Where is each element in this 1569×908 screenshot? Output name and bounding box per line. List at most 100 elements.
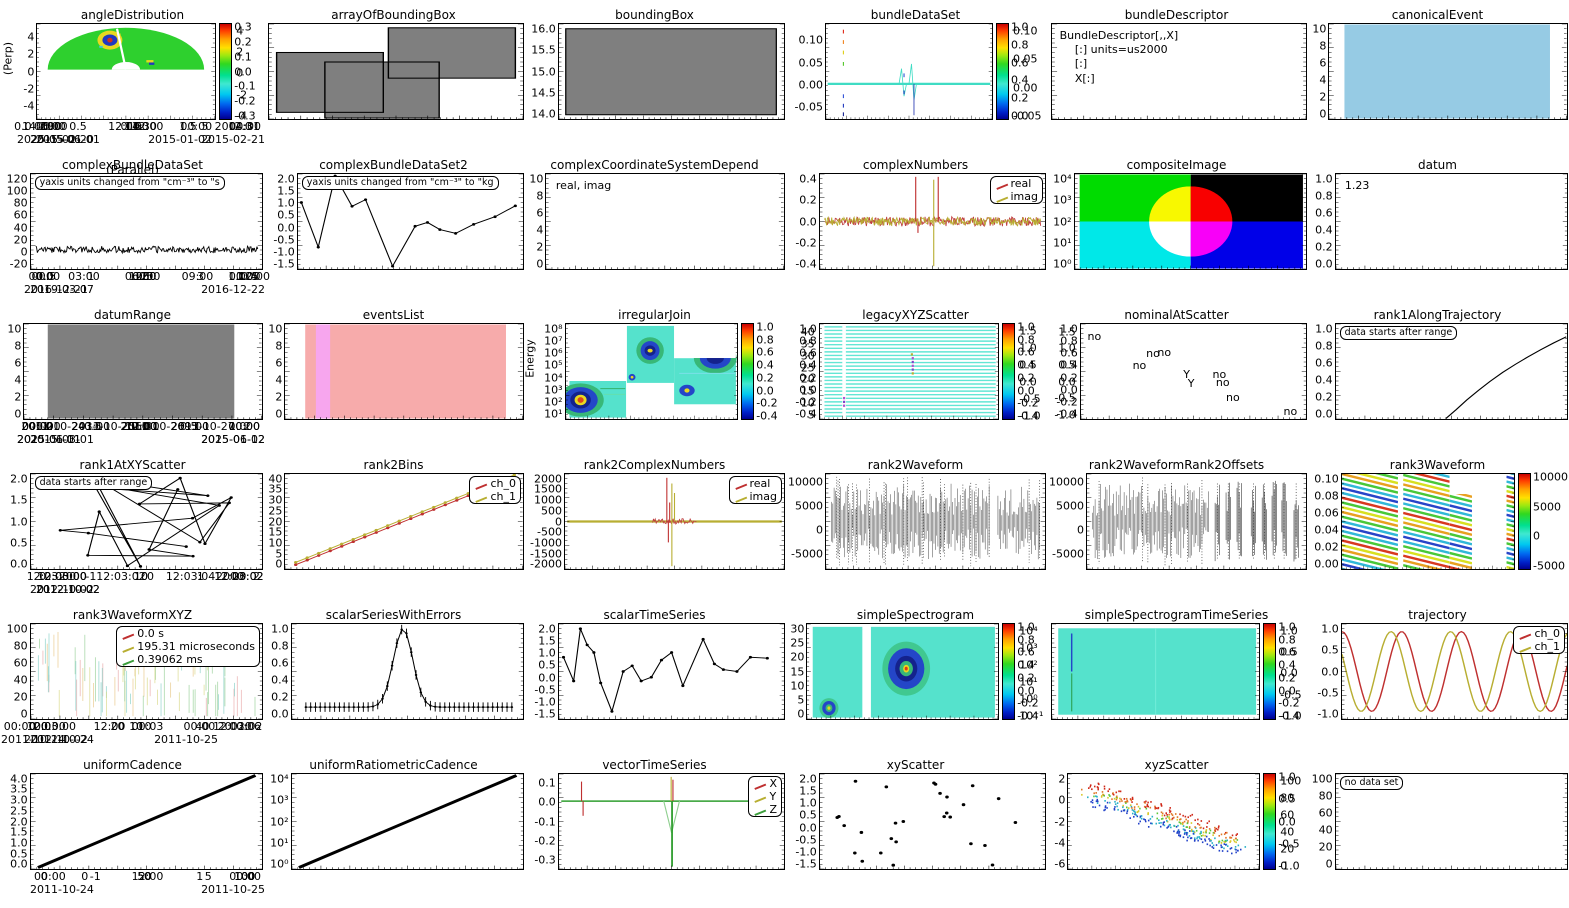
panel-title: xyScatter: [886, 758, 945, 772]
plot-row: 10000 5000 0 -5000: [1046, 473, 1307, 570]
colorbar-tick-label: 1.0: [756, 320, 774, 334]
panel-angleDistribution: angleDistribution (Perp) 4 2 0 -2 -4 0.3 0.2 0.1 0…: [2, 8, 263, 158]
colorbar-tick-label-overlap: 0: [236, 67, 244, 81]
x-tick-label: 09:00: [181, 270, 214, 283]
colorbar-tick-label: 1.0: [1278, 770, 1296, 784]
colorbar-tick-label: -0.4: [756, 409, 778, 423]
uniformRatiometricCadence-plot-canvas: [291, 774, 523, 869]
y-axis-ticks: 0.4 0.2 0.0 -0.2 -0.4: [785, 172, 819, 270]
y-tick-label: 2: [1319, 90, 1327, 104]
legend-label: real: [1010, 177, 1032, 190]
colorbar-tick-label: 0.6: [1278, 645, 1296, 659]
x-tick-label: 1.5: [179, 120, 197, 133]
panel-legacyXYZScatter: legacyXYZScatter 1.0 0.8 0.6 0.4 0.2 0.0 -0.2 -0…: [29, 308, 1046, 458]
colorbar-tick-label: 0.4: [1017, 658, 1035, 672]
y-tick-label: -1.0: [273, 245, 295, 259]
panel-bundleDescriptor: bundleDescriptor BundleDescriptor[,,X] [:]…: [14, 8, 1307, 158]
x-tick-label: 2000: [216, 570, 245, 583]
x-tick-label: -5: [37, 120, 49, 133]
y-tick-label: 0: [816, 523, 823, 537]
x-axis-ticks: 0 1 2 3 4: [28, 270, 261, 283]
y-tick-label: 60: [13, 208, 28, 222]
colorbar-tick-label: 0.0: [1017, 384, 1035, 398]
y-tick-label: 80: [13, 639, 28, 653]
x-tick-label: 0: [40, 870, 48, 883]
y-tick-label: 10⁵: [544, 358, 563, 372]
legend-label: Y: [769, 790, 777, 803]
plot-row: 1.0 0.8 0.6 0.4 0.2 0.0 -0.2 -0.4 40 35 30 25 20 15 10…: [785, 320, 1046, 422]
colorbar-ticks: 0.3 0.2 0.1 0.0 -0.1 -0.2 -0.3 4 2 0 -2 -4: [232, 20, 263, 122]
date-label-left: 2016-12-21: [24, 283, 88, 296]
canonicalEvent-plot-area: [1328, 23, 1568, 120]
x-tick-label: 50: [137, 870, 152, 883]
x-tick-label: 12:00: [238, 270, 271, 283]
panel-title: nominalAtScatter: [1124, 308, 1229, 322]
panel-rank1AlongTrajectory: rank1AlongTrajectory 1.0 0.8 0.6 0.4 0.2 0.0 da…: [31, 308, 1568, 458]
x-tick-label: 00:00: [180, 120, 213, 133]
x-tick-label: 06:00: [124, 270, 157, 283]
y-tick-label: 8: [536, 189, 544, 203]
y-tick-label: 25: [790, 636, 805, 650]
y-tick-label: -0.4: [1056, 407, 1078, 421]
y-tick-label: 2: [536, 240, 544, 254]
x-axis-ticks: -0.5 0.0 0.5: [34, 270, 261, 283]
y-axis-ticks: 30 25 20 15 10 5 0: [785, 622, 806, 720]
y-tick-label: 0.4: [1315, 223, 1333, 237]
plot-row: 0.10 0.08 0.06 0.04 0.02 0.00 10000 5000 0 -5000: [1307, 470, 1568, 572]
date-label-left: 2012-10-02: [36, 583, 100, 596]
y-axis-label-text: (Perp): [1, 41, 15, 75]
y-tick-label: 10⁷: [544, 334, 563, 348]
y-tick-label: 20: [1318, 840, 1333, 854]
y-tick-label: 10¹: [270, 836, 289, 850]
canonicalEvent-plot-canvas: [1329, 24, 1567, 119]
irregularJoin-plot-canvas: [565, 324, 738, 419]
x-axis-ticks: 00:00 12:00 00:00: [34, 120, 261, 133]
panel-rank2Waveform: rank2Waveform 10000 5000 0 -5000 12:03:00 12:0…: [36, 458, 1046, 608]
x-tick-label: 100: [234, 870, 256, 883]
y-axis-ticks: 1.0 0.8 0.6 0.4 0.2 0.0: [1307, 172, 1335, 270]
panel-title: rank2Waveform: [867, 458, 964, 472]
panel-title: legacyXYZScatter: [862, 308, 969, 322]
y-tick-label: 0.8: [799, 334, 817, 348]
rank2WaveformRank2Offsets-plot-area: [1086, 473, 1307, 570]
panel-title: datum: [1418, 158, 1457, 172]
annotation-box: data starts after range: [1339, 326, 1458, 340]
x-tick-label: 0: [29, 720, 37, 733]
x-tick-label: 0: [144, 870, 151, 883]
simpleSpectrogramTimeSeries-plot-canvas: [1052, 624, 1260, 719]
x-tick-label: 0: [81, 870, 89, 883]
legend-entry: ch_0: [473, 477, 516, 490]
y-tick-label: 20: [268, 515, 283, 528]
x-axis-ticks: 0 50 100: [28, 870, 261, 883]
y-tick-label: -1.5: [795, 857, 817, 871]
y-tick-label: 35: [268, 482, 283, 496]
y-tick-label-overlap: 5: [807, 408, 815, 422]
y-tick-label: 0.05: [798, 56, 824, 70]
xyScatter-plot-area: [818, 773, 1046, 870]
plot-row: 2.0 1.5 1.0 0.5 0.0 -0.5 -1.0 -1.5: [785, 772, 1046, 871]
colorbar-ticks: 1.0 0.8 0.6 0.4 0.2 0.0 -0.2 -0.4 1.0 0.5 0.0 -0.5-…: [1276, 620, 1307, 722]
complexCoordinateSystemDepend-plot-canvas: [546, 174, 784, 269]
colorbar-tick-label-overlap: -0.05: [1013, 109, 1042, 123]
plot-row: 30 25 20 15 10 5 0 1.0 0.8 0.6 0.4 0.2 0.0 -0.2 -0.4 10…: [785, 620, 1046, 722]
y-tick-label: 0.2: [799, 193, 817, 207]
x-axis-ticks: 12:03:00 12:03:02 12:03:04: [27, 570, 216, 583]
plot-text: no: [1226, 390, 1240, 404]
x-tick-label: 0.0: [36, 270, 54, 283]
colorbar-tick-label: 0.6: [1017, 345, 1035, 359]
panel-arrayOfBoundingBox: arrayOfBoundingBox 100 150 200: [41, 8, 524, 158]
y-tick-label: 10⁸: [544, 322, 563, 336]
x-axis-ticks: 12:03:00 12:03:02: [37, 570, 263, 583]
y-tick-label: 15.5: [531, 43, 556, 57]
y-tick-label: 100: [6, 184, 28, 198]
y-tick-label: -0.1: [534, 815, 556, 828]
y-axis-ticks: 16.0 15.5 15.0 14.5 14.0: [524, 22, 558, 120]
date-label-left: 2011-10-24: [30, 883, 94, 896]
y-tick-label: 0.0: [277, 221, 295, 235]
x-tick-label: 00:00: [228, 420, 261, 433]
rank2WaveformRank2Offsets-plot-canvas: [1087, 474, 1306, 569]
y-tick-label: -1.5: [534, 707, 556, 721]
y-tick-label: 500: [541, 504, 562, 518]
panel-rank3Waveform: rank3Waveform 0.10 0.08 0.06 0.04 0.02 0.00 100…: [27, 458, 1568, 608]
date-labels: 2011-10-24: [30, 733, 261, 746]
